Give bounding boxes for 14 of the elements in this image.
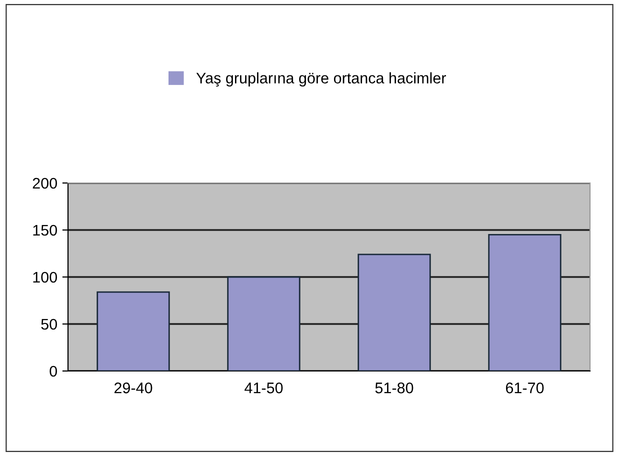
- legend-label: Yaş gruplarına göre ortanca hacimler: [196, 72, 446, 87]
- bar: [488, 234, 562, 371]
- bar: [358, 254, 431, 371]
- y-tick-label: 200: [32, 178, 57, 189]
- x-tick-label: 41-50: [244, 382, 283, 394]
- x-tick-label: 29-40: [114, 382, 152, 394]
- y-tick-label: 50: [41, 318, 57, 330]
- x-tick-label: 61-70: [506, 382, 544, 394]
- y-tick-label: 0: [50, 366, 57, 377]
- bar: [96, 291, 170, 371]
- bar: [227, 276, 300, 371]
- y-tick-label: 100: [33, 272, 57, 283]
- x-tick-label: 51-80: [375, 382, 414, 394]
- y-tick-label: 150: [33, 224, 57, 236]
